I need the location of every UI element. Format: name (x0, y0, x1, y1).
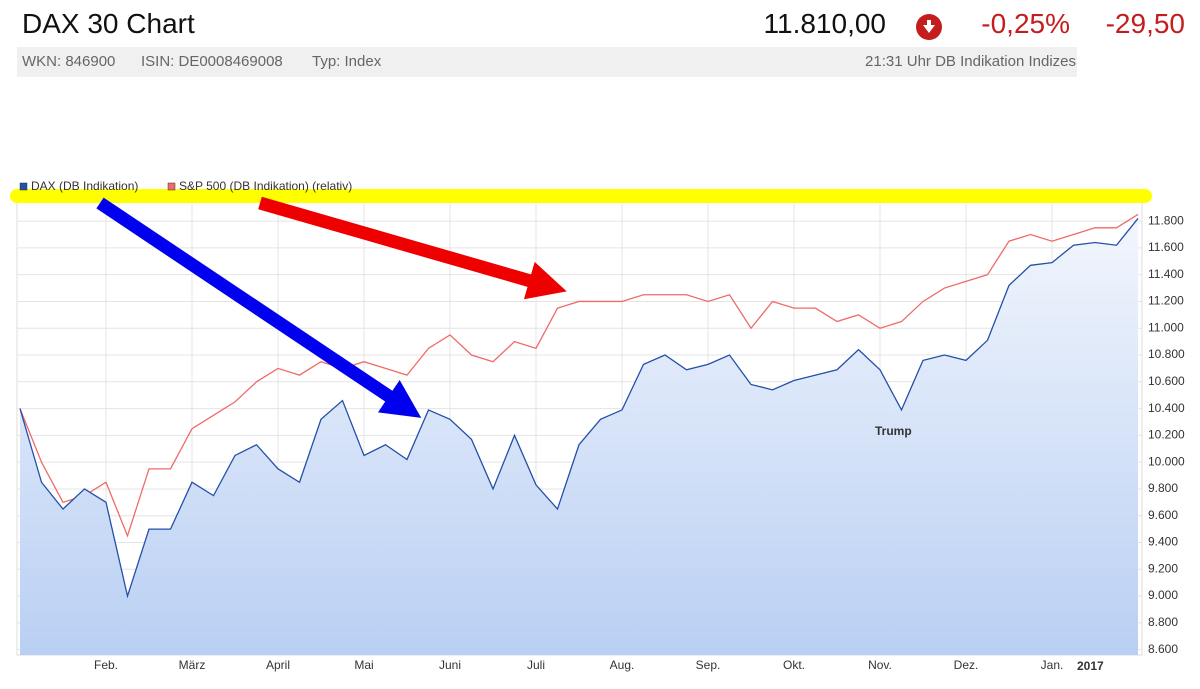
timestamp: 21:31 Uhr DB Indikation Indizes (865, 53, 1076, 70)
x-tick-label: März (179, 658, 206, 672)
x-tick-label: April (266, 658, 290, 672)
y-tick-label: 9.000 (1148, 588, 1178, 602)
y-tick-label: 8.800 (1148, 615, 1178, 629)
y-tick-label: 9.400 (1148, 535, 1178, 549)
annotation: 2017 (1077, 659, 1104, 673)
line (19, 218, 1139, 599)
change-percent: -0,25% (981, 8, 1070, 39)
x-tick-label: Jan. (1041, 658, 1064, 672)
x-tick-label: Nov. (868, 658, 892, 672)
change: -29,50 (1105, 8, 1185, 39)
annotation: Trump (875, 424, 912, 438)
legend-label: S&P 500 (DB Indikation) (relativ) (179, 179, 352, 193)
type: Typ: Index (312, 53, 382, 70)
legend-swatch (19, 182, 28, 191)
y-tick-label: 11.800 (1148, 213, 1184, 227)
area (20, 218, 1138, 656)
x-tick-label: Feb. (94, 658, 118, 672)
x-tick-label: Juli (527, 658, 545, 672)
y-tick-label: 9.200 (1148, 561, 1178, 575)
isin: ISIN: DE0008469008 (141, 53, 283, 70)
price: 11.810,00 (763, 8, 887, 39)
info-bar (17, 47, 1077, 77)
x-tick-label: Sep. (696, 658, 721, 672)
x-tick-label: Okt. (783, 658, 805, 672)
y-tick-label: 11.400 (1148, 267, 1184, 281)
y-tick-label: 9.600 (1148, 508, 1178, 522)
y-tick-label: 11.200 (1148, 294, 1184, 308)
wkn: WKN: 846900 (22, 53, 116, 70)
y-tick-label: 8.600 (1148, 642, 1178, 656)
line (19, 213, 1139, 538)
down-icon (916, 14, 942, 40)
blue-arrow (96, 197, 422, 418)
legend-label: DAX (DB Indikation) (31, 179, 138, 193)
legend-swatch (167, 182, 176, 191)
x-tick-label: Mai (354, 658, 373, 672)
x-tick-label: Dez. (954, 658, 979, 672)
y-tick-label: 11.000 (1148, 320, 1184, 334)
y-tick-label: 10.400 (1148, 401, 1185, 415)
y-tick-label: 10.600 (1148, 374, 1185, 388)
x-tick-label: Juni (439, 658, 461, 672)
x-tick-label: Aug. (610, 658, 635, 672)
y-tick-label: 10.200 (1148, 428, 1185, 442)
title: DAX 30 Chart (22, 8, 195, 39)
highlight (10, 189, 1152, 203)
y-tick-label: 9.800 (1148, 481, 1178, 495)
red-arrow (258, 196, 567, 300)
y-tick-label: 11.600 (1148, 240, 1184, 254)
y-tick-label: 10.800 (1148, 347, 1185, 361)
y-tick-label: 10.000 (1148, 454, 1185, 468)
